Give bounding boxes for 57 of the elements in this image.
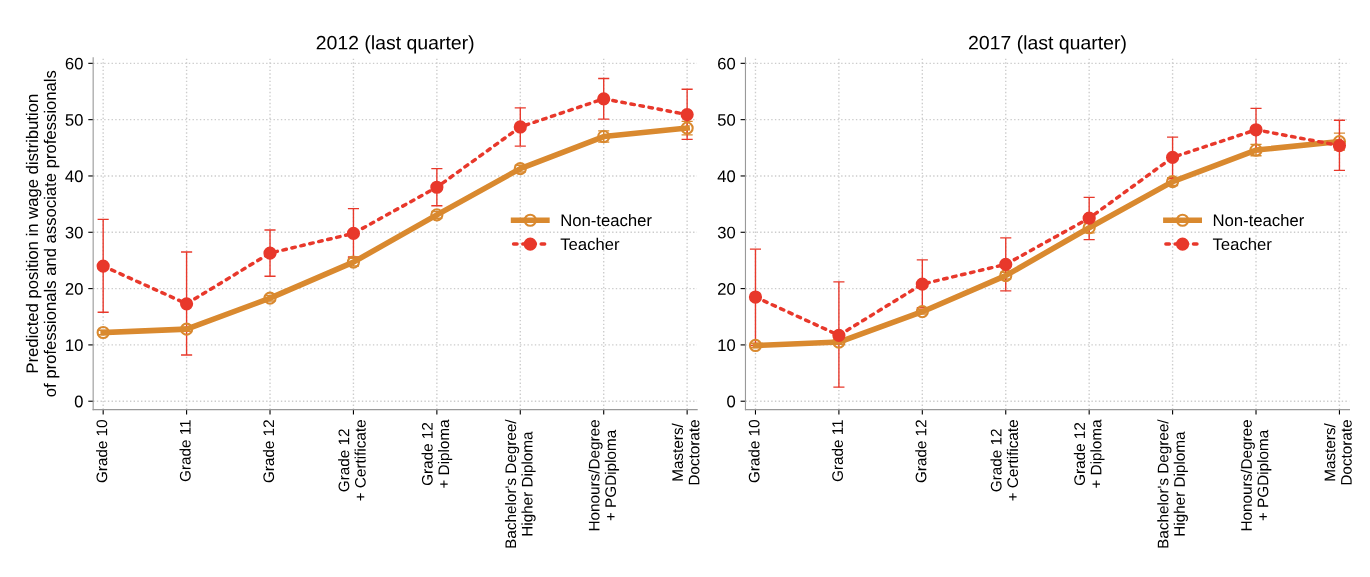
x-tick-label: Grade 12	[915, 420, 927, 483]
x-tick-label: Bachelor's Degree/ Higher Diploma	[504, 419, 536, 548]
x-tick-label: Honours/Degree + PGDiploma	[588, 420, 620, 531]
y-tick-label: 30	[65, 226, 83, 239]
chart-title: 2017 (last quarter)	[969, 35, 1126, 54]
point	[680, 107, 694, 122]
y-tick-label: 30	[717, 226, 736, 239]
legend-label: Teacher	[1212, 237, 1272, 251]
y-tick-label: 40	[717, 170, 736, 183]
x-tick-label: Masters/ Doctorate	[671, 420, 700, 485]
x-tick-label: Bachelor's Degree/ Higher Diploma	[1157, 419, 1188, 548]
legend-label: Teacher	[560, 237, 620, 251]
x-tick-label: Grade 12 + Certificate	[990, 420, 1019, 501]
point	[180, 297, 194, 311]
x-tick-label: Grade 12 + Certificate	[338, 420, 366, 501]
x-tick-label: Grade 10	[96, 419, 108, 483]
y-tick-label: 10	[718, 339, 736, 352]
y-tick-label: 60	[718, 57, 736, 70]
y-tick-label: 20	[65, 282, 83, 295]
point	[1082, 211, 1096, 225]
x-tick-label: Grade 12	[262, 420, 275, 483]
point	[999, 257, 1013, 271]
x-tick-label: Grade 12 + Diploma	[1073, 419, 1105, 488]
y-tick-label: 0	[727, 395, 736, 408]
point	[96, 259, 110, 273]
point	[748, 290, 763, 304]
point	[915, 277, 929, 291]
x-tick-label: Grade 11	[179, 420, 191, 482]
x-tick-label: Grade 12 + Diploma	[421, 419, 453, 488]
y-axis-title: Predicted position in wage distribution of professionals and associate professionals	[25, 70, 60, 397]
point	[513, 120, 527, 134]
point	[1249, 123, 1263, 137]
point	[346, 226, 361, 240]
point	[1166, 150, 1180, 164]
y-tick-label: 20	[718, 282, 736, 295]
y-tick-label: 40	[65, 170, 83, 183]
point	[430, 180, 444, 194]
point	[748, 338, 763, 353]
point	[96, 325, 110, 340]
point	[597, 92, 611, 106]
point	[832, 328, 846, 342]
point	[263, 246, 277, 260]
x-tick-label: Grade 11	[831, 420, 843, 482]
x-tick-label: Masters/ Doctorate	[1324, 420, 1352, 485]
legend-label: Non-teacher	[1213, 213, 1304, 227]
legend-label: Non-teacher	[561, 213, 652, 227]
chart-title: 2012 (last quarter)	[316, 35, 474, 54]
point	[1332, 138, 1347, 153]
y-tick-label: 0	[74, 395, 83, 408]
y-tick-label: 50	[65, 114, 83, 126]
y-tick-label: 10	[66, 339, 83, 352]
y-tick-label: 60	[65, 57, 83, 70]
y-tick-label: 50	[717, 114, 736, 126]
x-tick-label: Honours/Degree + PGDiploma	[1240, 420, 1272, 531]
point	[915, 305, 929, 319]
x-tick-label: Grade 10	[748, 419, 760, 483]
point	[180, 322, 194, 336]
